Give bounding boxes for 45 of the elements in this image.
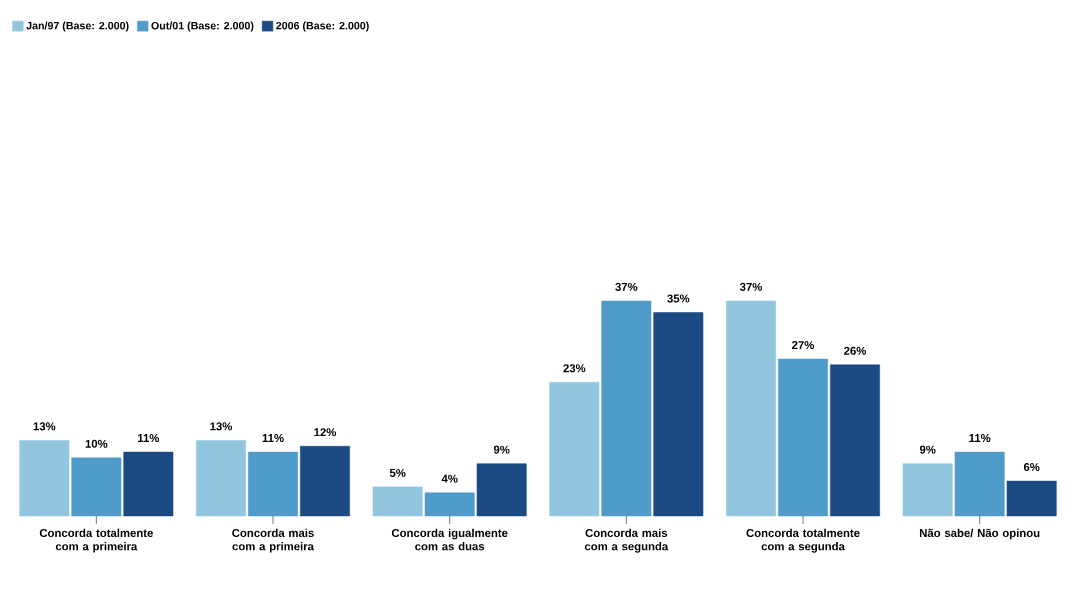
data-label: 5% xyxy=(389,468,406,477)
data-label: 10% xyxy=(85,439,108,448)
data-label: 6% xyxy=(1023,463,1040,472)
x-tick-label: Concorda mais com a primeira xyxy=(232,528,315,553)
legend-label: Jan/97 (Base: 2.000) xyxy=(26,21,129,32)
bar xyxy=(123,451,174,517)
data-label: 23% xyxy=(563,364,586,373)
data-label: 9% xyxy=(493,445,510,454)
bar xyxy=(424,492,475,517)
x-tick-label: Concorda totalmente com a segunda xyxy=(746,528,860,553)
data-label: 13% xyxy=(210,422,233,431)
bar xyxy=(601,300,652,517)
bar xyxy=(300,445,350,517)
bar xyxy=(19,440,70,517)
bar xyxy=(196,440,246,517)
legend-label: Out/01 (Base: 2.000) xyxy=(151,21,254,32)
bar xyxy=(248,451,298,517)
bar xyxy=(549,382,600,517)
data-label: 11% xyxy=(262,434,284,442)
bar xyxy=(71,457,122,517)
data-label: 4% xyxy=(441,474,458,483)
x-tick-label: Não sabe/ Não opinou xyxy=(919,528,1040,540)
bar xyxy=(778,358,828,517)
bar xyxy=(830,364,880,517)
bar xyxy=(372,486,423,517)
data-label: 37% xyxy=(739,282,763,291)
data-label: 26% xyxy=(844,346,867,355)
data-label: 12% xyxy=(314,428,337,437)
bar xyxy=(653,312,704,517)
x-tick-label: Concorda mais com a segunda xyxy=(584,528,669,553)
data-label: 37% xyxy=(615,282,638,291)
x-tick-label: Concorda igualmente com as duas xyxy=(391,528,508,551)
bar xyxy=(1006,480,1057,517)
data-label: 35% xyxy=(667,294,690,303)
bar xyxy=(902,463,953,517)
legend-label: 2006 (Base: 2.000) xyxy=(276,21,369,32)
data-label: 9% xyxy=(919,445,936,454)
bar xyxy=(726,300,776,517)
x-tick-label: Concorda totalmente com a primeira xyxy=(39,528,153,553)
data-label: 11% xyxy=(138,434,160,442)
bar xyxy=(476,463,527,517)
bar xyxy=(954,451,1005,517)
data-label: 11% xyxy=(969,434,991,442)
data-label: 27% xyxy=(792,341,815,350)
data-label: 13% xyxy=(33,422,56,431)
